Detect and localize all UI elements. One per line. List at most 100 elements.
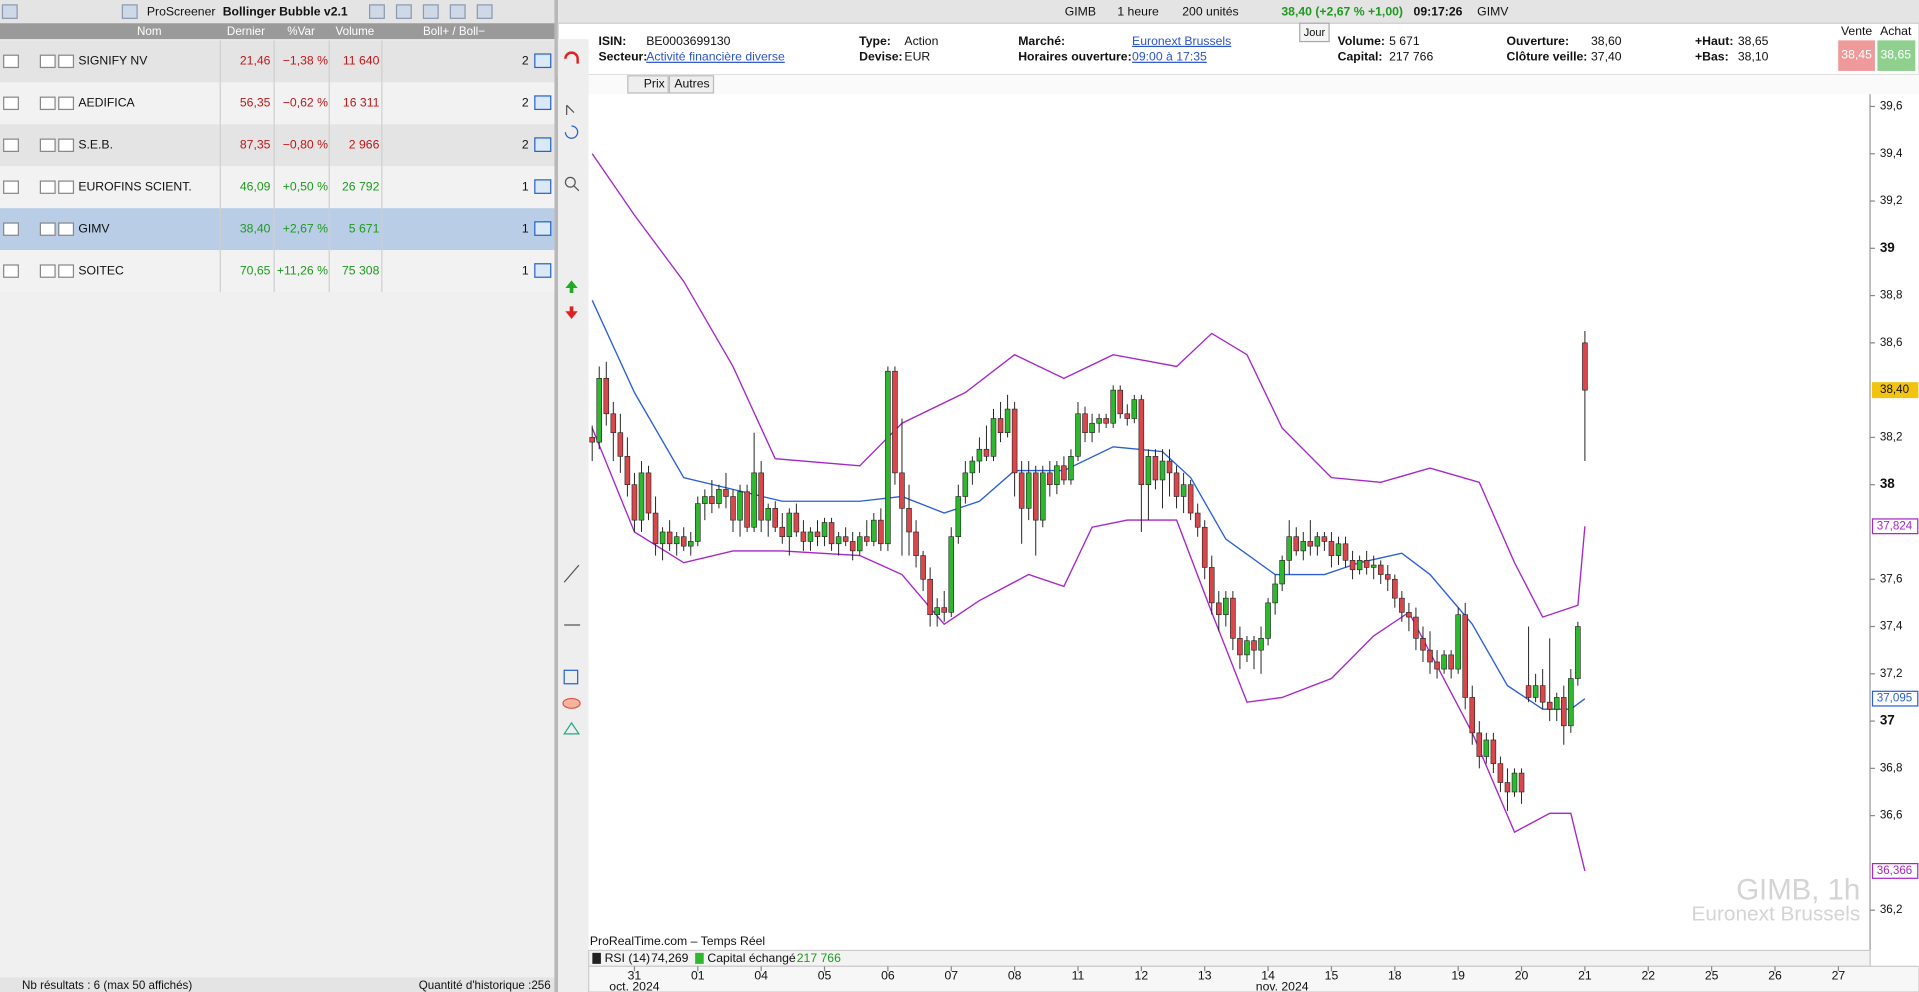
info-link[interactable]: 09:00 à 17:35 (1132, 50, 1207, 64)
candle-body (673, 536, 680, 545)
autres-button[interactable] (668, 75, 715, 94)
x-tick-label: 07 (944, 968, 958, 982)
info-link[interactable]: Euronext Brussels (1132, 34, 1231, 48)
row-icon[interactable] (58, 138, 75, 152)
screener-row[interactable] (0, 250, 555, 293)
stock-name: S.E.B. (78, 137, 113, 151)
row-icon[interactable] (3, 222, 19, 236)
candle-body (779, 526, 786, 538)
timeframe[interactable]: 1 heure (1117, 4, 1159, 18)
chart-icon[interactable] (534, 221, 552, 236)
day-button[interactable] (1299, 22, 1330, 43)
row-icon[interactable] (58, 222, 75, 236)
sell-box[interactable] (1838, 40, 1875, 71)
x-tick-label: 05 (818, 968, 832, 982)
row-icon[interactable] (3, 138, 19, 152)
y-tick-label: 39,2 (1880, 194, 1903, 207)
chart-icon[interactable] (534, 263, 552, 278)
info-link[interactable]: Activité financière diverse (646, 50, 785, 64)
row-icon[interactable] (3, 96, 19, 111)
column-header[interactable]: %Var (287, 25, 315, 38)
column-header[interactable]: Nom (137, 25, 162, 38)
info-label: ISIN: (598, 34, 626, 48)
candle-body (1208, 567, 1215, 604)
candle-body (1385, 574, 1391, 580)
rsi-label[interactable]: RSI (14) (605, 951, 651, 965)
last-price: 46,09 (240, 179, 271, 193)
x-tick-label: 15 (1325, 968, 1339, 982)
ticker[interactable]: GIMB (1065, 4, 1096, 18)
candle-body (1025, 472, 1032, 509)
column-header[interactable]: Volume (336, 25, 375, 38)
screener-row[interactable] (0, 82, 555, 125)
capital-label[interactable]: Capital échangé (707, 951, 796, 965)
screener-row[interactable] (0, 208, 555, 251)
toolbar-icon[interactable] (422, 4, 439, 19)
row-icon[interactable] (39, 264, 56, 278)
candle-body (1054, 465, 1060, 485)
capital-value: 217 766 (797, 951, 841, 965)
info-value: 38,65 (1738, 34, 1769, 48)
row-icon[interactable] (58, 54, 75, 69)
row-icon[interactable] (39, 222, 56, 236)
candle-body (1216, 602, 1222, 616)
row-icon[interactable] (58, 264, 75, 278)
row-icon[interactable] (39, 54, 56, 69)
row-icon[interactable] (3, 264, 19, 278)
prix-button[interactable] (627, 75, 669, 94)
candle-body (666, 531, 673, 545)
candle-body (1138, 399, 1145, 485)
candle-body (793, 512, 800, 533)
toolbar-icon[interactable] (449, 4, 466, 19)
change: −1,38 % (283, 54, 328, 68)
column-header[interactable]: Boll+ / Boll− (423, 25, 485, 38)
sell-price[interactable]: 38,45 (1841, 47, 1872, 61)
row-icon[interactable] (58, 180, 75, 194)
toolbar-icon[interactable] (121, 4, 138, 19)
row-icon[interactable] (3, 54, 19, 69)
row-icon[interactable] (58, 96, 75, 111)
y-tick-label: 37,2 (1880, 667, 1903, 680)
chart-icon[interactable] (534, 95, 552, 111)
row-icon[interactable] (39, 96, 56, 111)
quote: 38,40 (+2,67 % +1,00) (1281, 4, 1403, 18)
candle-body (1159, 460, 1166, 481)
y-tick-label: 36,8 (1880, 761, 1903, 774)
toolbar-icon[interactable] (476, 4, 493, 19)
candle-body (878, 519, 884, 545)
chart-icon[interactable] (534, 179, 552, 194)
row-icon[interactable] (39, 138, 56, 152)
screener-list[interactable]: Bollinger Bubble v2.1 (223, 4, 348, 18)
screener-row[interactable] (0, 40, 555, 83)
units[interactable]: 200 unités (1182, 4, 1238, 18)
chart-toolbar (558, 74, 1919, 95)
day-label[interactable]: Jour (1304, 27, 1326, 39)
screener-row[interactable] (0, 124, 555, 167)
x-tick-label: 18 (1388, 968, 1402, 982)
time: 09:17:26 (1414, 4, 1463, 18)
row-icon[interactable] (3, 180, 19, 194)
candle-body (1377, 564, 1384, 575)
y-tick-label: 38 (1880, 476, 1895, 491)
plot-area (588, 94, 1871, 950)
chart-icon[interactable] (534, 53, 552, 69)
candle-body (1335, 543, 1342, 556)
row-icon[interactable] (39, 180, 56, 194)
buy-box[interactable] (1877, 40, 1916, 71)
chart-tab[interactable]: Autres (674, 77, 709, 91)
candle-body (1004, 408, 1011, 433)
candle-body (638, 472, 645, 521)
buy-price[interactable]: 38,65 (1880, 47, 1911, 61)
toolbar-icon[interactable] (368, 4, 385, 19)
chart-icon[interactable] (534, 137, 552, 152)
candle-body (744, 491, 750, 528)
candle-body (1476, 732, 1483, 757)
chart-tab[interactable]: Prix (644, 77, 665, 91)
candle-body (983, 448, 990, 457)
toolbar-icon[interactable] (395, 4, 412, 19)
toolbar-icon[interactable] (1, 4, 18, 19)
boll-count: 1 (522, 263, 529, 277)
candle-body (1539, 685, 1546, 703)
screener-row[interactable] (0, 166, 555, 209)
column-header[interactable]: Dernier (227, 25, 265, 38)
